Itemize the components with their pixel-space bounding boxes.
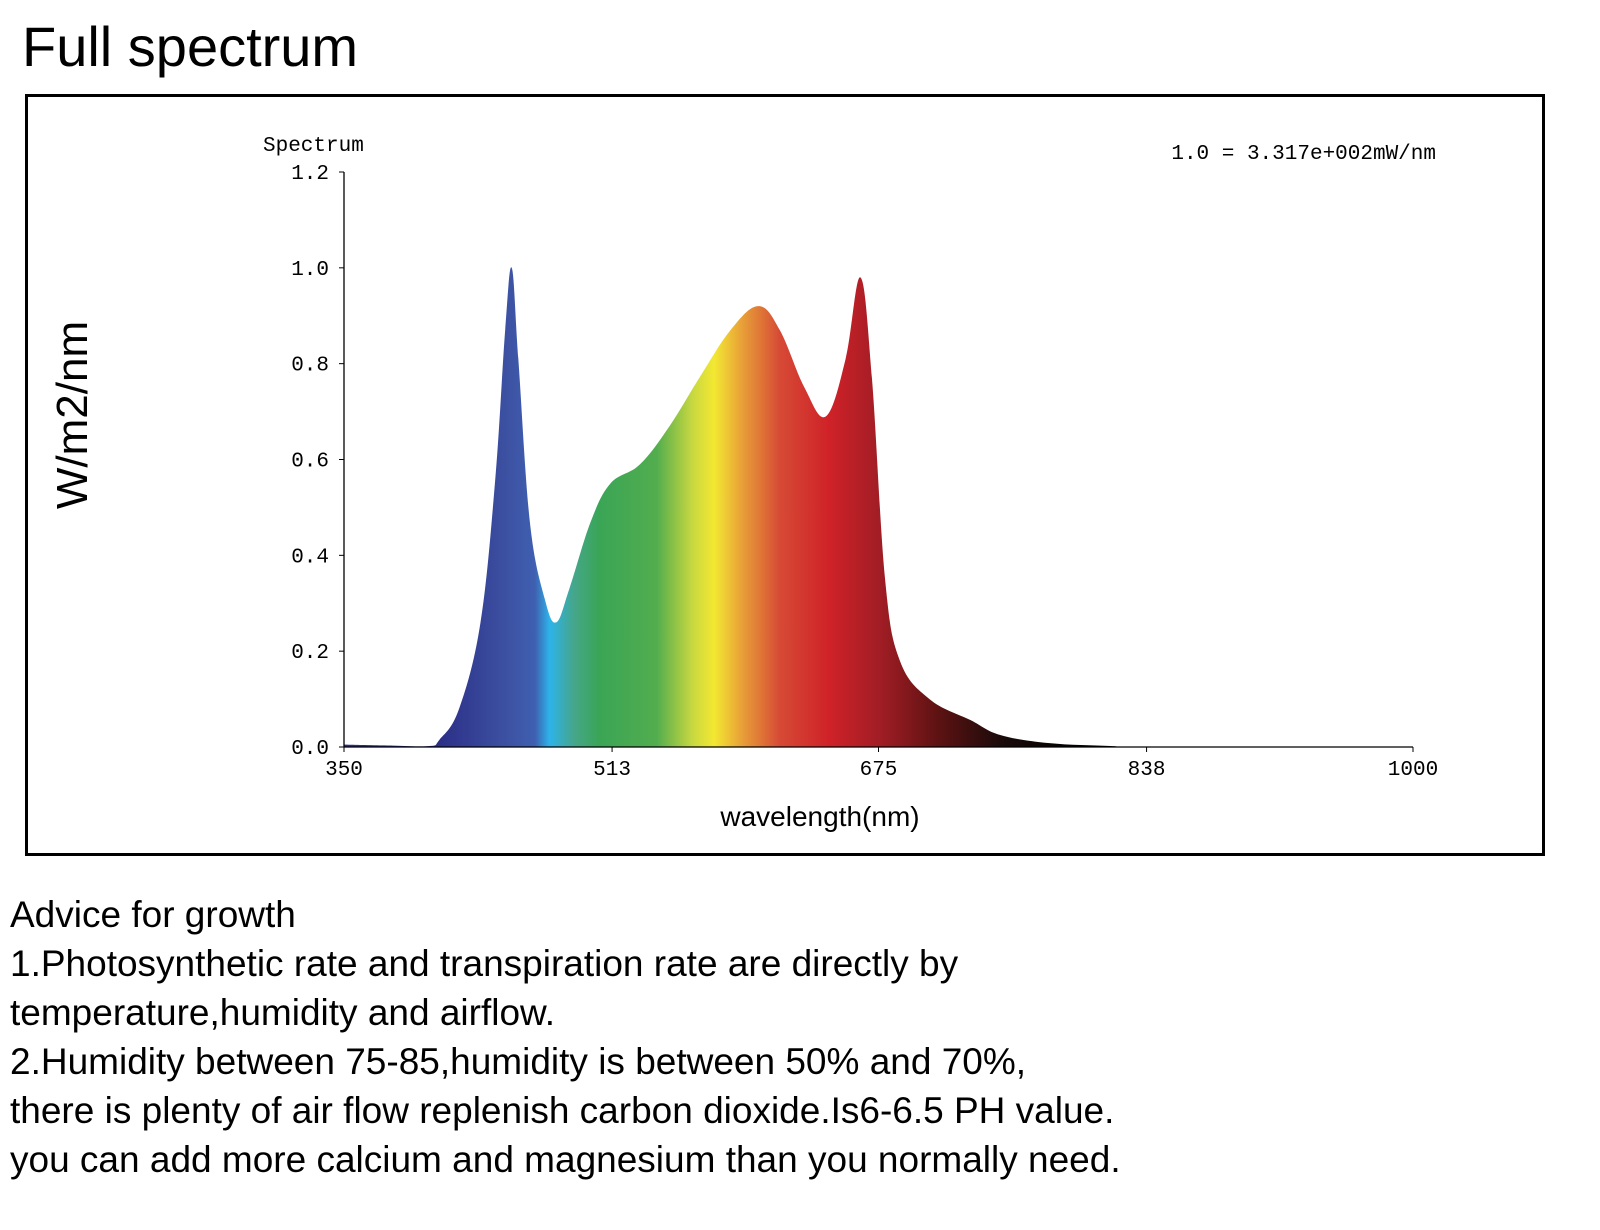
- x-tick-label: 1000: [1388, 759, 1438, 782]
- x-axis-label: wavelength(nm): [719, 801, 919, 832]
- x-tick-label: 513: [593, 759, 631, 782]
- spectrum-chart: 0.0 0.2 0.4 0.6 0.8 1.0 1.2 350 513 675 838 1000 Sp…: [48, 135, 1438, 832]
- chart-frame: [25, 94, 1545, 856]
- x-tick-label: 350: [325, 759, 363, 782]
- y-tick-label: 0.4: [291, 546, 329, 569]
- chart-subtitle: Spectrum: [263, 135, 364, 158]
- x-tick-label: 675: [860, 759, 898, 782]
- advice-line: 1.Photosynthetic rate and transpiration …: [10, 943, 959, 984]
- scale-annotation: 1.0 = 3.317e+002mW/nm: [1171, 143, 1436, 166]
- advice-line: 2.Humidity between 75-85,humidity is bet…: [10, 1041, 1027, 1082]
- advice-line: temperature,humidity and airflow.: [10, 992, 555, 1033]
- y-tick-label: 0.2: [291, 642, 329, 665]
- advice-line: there is plenty of air flow replenish ca…: [10, 1090, 1115, 1131]
- y-tick-label: 1.2: [291, 163, 329, 186]
- y-tick-label: 0.0: [291, 738, 329, 761]
- y-tick-label: 0.8: [291, 355, 329, 378]
- y-axis-label: W/m2/nm: [48, 321, 97, 509]
- x-tick-label: 838: [1128, 759, 1166, 782]
- chart-title: Full spectrum: [22, 15, 359, 78]
- advice-section: Advice for growth 1.Photosynthetic rate …: [10, 890, 1121, 1184]
- y-tick-label: 1.0: [291, 259, 329, 282]
- advice-heading: Advice for growth: [10, 894, 296, 935]
- advice-line: you can add more calcium and magnesium t…: [10, 1139, 1121, 1180]
- y-tick-label: 0.6: [291, 451, 329, 474]
- spectrum-area: [344, 267, 1413, 747]
